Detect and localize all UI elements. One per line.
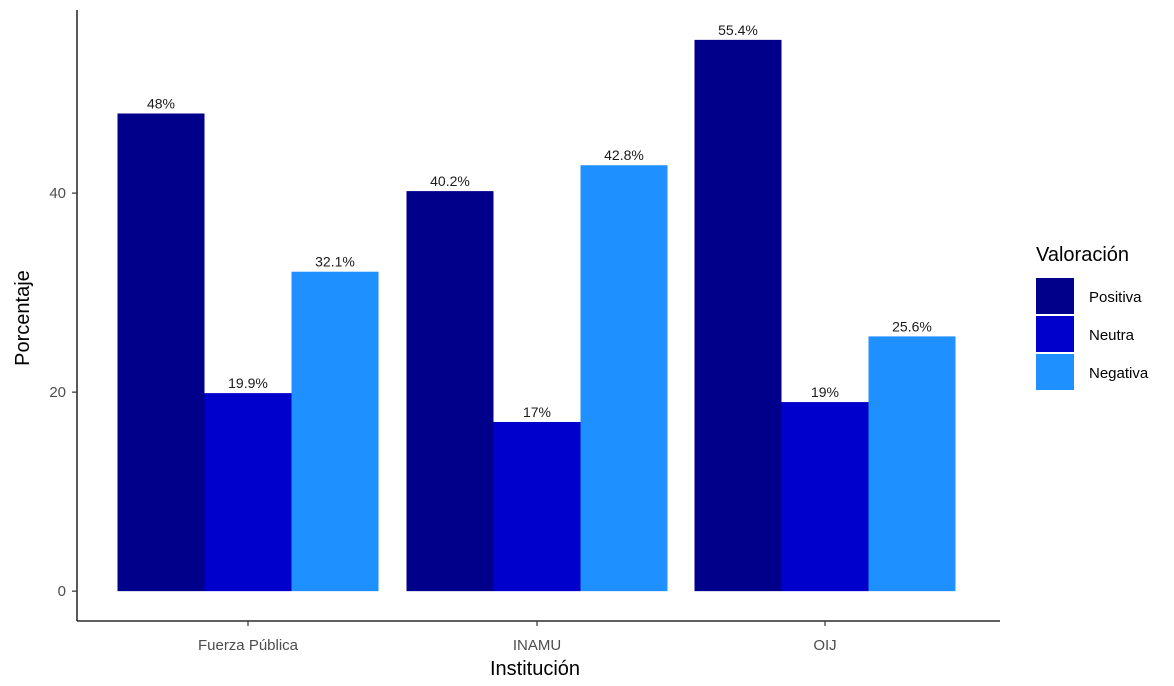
data-label: 55.4% — [718, 22, 758, 38]
bar-neutra-2 — [493, 421, 581, 592]
bar-negativa-1 — [291, 271, 379, 592]
data-label: 17% — [523, 404, 551, 420]
x-tick-label: INAMU — [513, 637, 561, 654]
data-labels-layer: 48% 19.9% 32.1% 40.2% 17% 42.8% 55.4% 19% 25.6% — [147, 22, 932, 420]
legend: Valoración Positiva Neutra Negativa — [1036, 244, 1149, 390]
bar-neutra-3 — [781, 402, 869, 592]
data-label: 32.1% — [315, 254, 355, 270]
data-label: 42.8% — [604, 147, 644, 163]
legend-label-negativa: Negativa — [1089, 365, 1149, 382]
data-label: 48% — [147, 95, 175, 111]
x-tick-label: Fuerza Pública — [198, 637, 299, 654]
legend-label-positiva: Positiva — [1089, 289, 1142, 306]
bar-negativa-2 — [580, 165, 668, 592]
y-tick-label: 40 — [49, 185, 66, 202]
bar-positiva-3 — [694, 39, 782, 592]
x-tick-label: OIJ — [813, 637, 836, 654]
bars-layer — [117, 39, 956, 592]
data-label: 19% — [811, 384, 839, 400]
x-axis-title: Institución — [490, 658, 580, 680]
bar-neutra-1 — [204, 393, 292, 592]
bar-positiva-2 — [406, 191, 494, 592]
data-label: 25.6% — [892, 318, 932, 334]
data-label: 40.2% — [430, 173, 470, 189]
bar-positiva-1 — [117, 113, 205, 592]
legend-key-neutra — [1036, 316, 1074, 352]
ticks-layer: 0 20 40 Fuerza Pública INAMU OIJ — [49, 185, 836, 654]
bar-negativa-3 — [868, 336, 956, 592]
axes-layer — [76, 10, 1000, 622]
data-label: 19.9% — [228, 375, 268, 391]
legend-title: Valoración — [1036, 244, 1129, 266]
y-tick-label: 20 — [49, 384, 66, 401]
legend-key-negativa — [1036, 354, 1074, 390]
legend-label-neutra: Neutra — [1089, 327, 1135, 344]
legend-key-positiva — [1036, 278, 1074, 314]
y-axis-title: Porcentaje — [12, 270, 34, 366]
y-tick-label: 0 — [58, 583, 66, 600]
